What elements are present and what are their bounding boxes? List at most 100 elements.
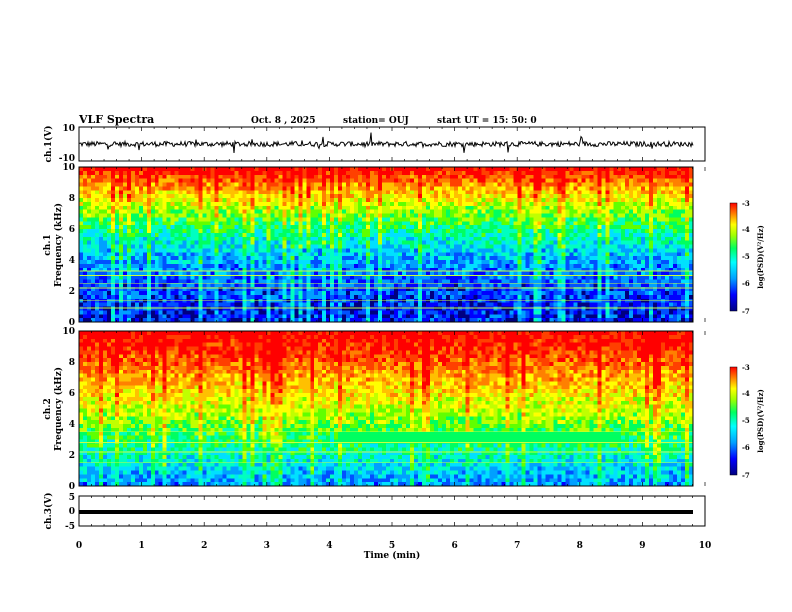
spectrogram-cell	[342, 275, 347, 280]
spectrogram-cell	[529, 232, 534, 238]
spectrogram-cell	[565, 198, 570, 203]
spectrogram-cell	[290, 190, 295, 195]
spectrogram-cell	[569, 256, 574, 261]
spectrogram-cell	[274, 182, 279, 187]
spectrogram-cell	[318, 318, 323, 323]
spectrogram-cell	[545, 283, 550, 288]
spectrogram-cell	[86, 275, 92, 280]
spectrogram-cell	[541, 170, 546, 176]
spectrogram-cell	[238, 178, 243, 183]
spectrogram-cell	[130, 310, 136, 315]
spectrogram-cell	[126, 244, 132, 249]
spectrogram-cell	[334, 291, 339, 296]
spectrogram-cell	[393, 244, 399, 249]
spectrogram-cell	[378, 198, 383, 203]
spectrogram-cell	[461, 182, 467, 187]
spectrogram-cell	[493, 271, 499, 276]
spectrogram-cell	[413, 306, 419, 311]
spectrogram-cell	[122, 190, 128, 195]
spectrogram-cell	[525, 279, 530, 284]
spectrogram-cell	[457, 221, 463, 226]
spectrogram-cell	[210, 298, 215, 304]
spectrogram-cell	[114, 279, 120, 284]
spectrogram-cell	[194, 232, 200, 238]
spectrogram-cell	[102, 170, 108, 176]
spectrogram-cell	[222, 201, 227, 207]
spectrogram-cell	[230, 267, 235, 273]
spectrogram-cell	[469, 232, 475, 238]
spectrogram-cell	[342, 194, 347, 199]
spectrogram-cell	[370, 240, 375, 245]
spectrogram-cell	[537, 201, 542, 207]
spectrogram-cell	[286, 209, 291, 214]
spectrogram-cell	[429, 190, 435, 195]
spectrogram-cell	[393, 194, 399, 199]
spectrogram-cell	[250, 198, 255, 203]
spectrogram-cell	[250, 294, 255, 300]
spectrogram-cell	[330, 318, 335, 323]
spectrogram-cell	[537, 232, 542, 238]
spectrogram-cell	[517, 314, 522, 319]
spectrogram-cell	[238, 260, 243, 265]
spectrogram-cell	[358, 229, 363, 234]
spectrogram-cell	[222, 310, 227, 315]
spectrogram-cell	[441, 209, 447, 214]
spectrogram-cell	[541, 294, 546, 300]
spectrogram-cell	[378, 186, 383, 191]
spectrogram-cell	[457, 252, 463, 257]
spectrogram-cell	[334, 310, 339, 315]
spectrogram-cell	[501, 314, 507, 319]
spectrogram-cell	[413, 294, 419, 300]
spectrogram-cell	[397, 167, 403, 172]
spectrogram-cell	[318, 201, 323, 207]
spectrogram-cell	[334, 271, 339, 276]
spectrogram-cell	[174, 256, 180, 261]
spectrogram-cell	[86, 263, 92, 269]
spectrogram-cell	[318, 236, 323, 242]
spectrogram-cell	[389, 170, 395, 176]
spectrogram-cell	[194, 194, 200, 199]
spectrogram-cell	[417, 170, 423, 176]
spectrogram-cell	[322, 302, 327, 307]
spectrogram-cell	[314, 291, 319, 296]
spectrogram-cell	[242, 306, 247, 311]
spectrogram-cell	[477, 209, 483, 214]
spectrogram-cell	[378, 182, 383, 187]
spectrogram-cell	[489, 221, 495, 226]
spectrogram-cell	[258, 186, 263, 191]
spectrogram-cell	[330, 201, 335, 207]
spectrogram-cell	[545, 302, 550, 307]
spectrogram-cell	[170, 167, 176, 172]
spectrogram-cell	[118, 283, 124, 288]
spectrogram-cell	[302, 232, 307, 238]
spectrogram-cell	[389, 271, 395, 276]
spectrogram-cell	[525, 182, 530, 187]
spectrogram-cell	[449, 248, 455, 253]
spectrogram-cell	[182, 225, 188, 230]
spectrogram-cell	[322, 291, 327, 296]
spectrogram-cell	[465, 213, 471, 218]
spectrogram-cell	[270, 217, 275, 222]
spectrogram-cell	[178, 302, 184, 307]
spectrogram-cell	[162, 287, 168, 292]
spectrogram-cell	[386, 298, 391, 304]
spectrogram-cell	[549, 302, 554, 307]
spectrogram-cell	[250, 213, 255, 218]
spectrogram-cell	[226, 260, 231, 265]
spectrogram-cell	[302, 287, 307, 292]
spectrogram-cell	[417, 232, 423, 238]
spectrogram-cell	[146, 236, 152, 242]
spectrogram-cell	[469, 271, 475, 276]
spectrogram-cell	[206, 302, 211, 307]
spectrogram-cell	[250, 170, 255, 176]
spectrogram-cell	[453, 302, 459, 307]
spectrogram-cell	[342, 283, 347, 288]
spectrogram-cell	[82, 201, 88, 207]
spectrogram-cell	[382, 236, 387, 242]
spectrogram-cell	[194, 236, 200, 242]
spectrogram-cell	[302, 306, 307, 311]
spectrogram-cell	[190, 240, 196, 245]
spectrogram-cell	[521, 275, 526, 280]
spectrogram-cell	[182, 182, 188, 187]
spectrogram-cell	[525, 310, 530, 315]
